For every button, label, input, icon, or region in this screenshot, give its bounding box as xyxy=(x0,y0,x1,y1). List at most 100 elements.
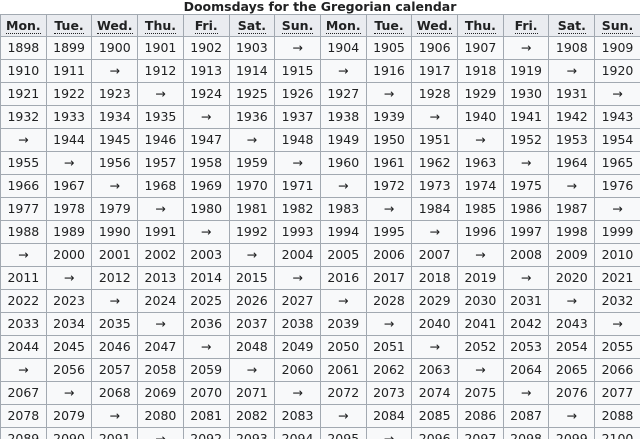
table-cell: → xyxy=(502,266,550,290)
table-cell: 1977 xyxy=(0,197,47,221)
table-cell: 1935 xyxy=(137,105,184,129)
table-cell: 2066 xyxy=(594,358,640,382)
table-cell: 1985 xyxy=(457,197,504,221)
table-cell: 1907 xyxy=(457,36,504,60)
table-cell: 2004 xyxy=(274,243,321,267)
table-cell: 2023 xyxy=(45,289,93,313)
column-header-label: Sun. xyxy=(601,18,634,34)
table-cell: 2027 xyxy=(274,289,321,313)
table-cell: 2048 xyxy=(228,335,276,359)
table-cell: → xyxy=(274,266,321,290)
table-cell: 1952 xyxy=(502,128,550,152)
table-row: → 1944 1945 1946 1947 → 1948 1949 1950 1951 → 1952 1… xyxy=(0,128,640,152)
column-header: Tue. xyxy=(45,14,93,37)
table-cell: 2049 xyxy=(274,335,321,359)
table-cell: 2038 xyxy=(274,312,321,336)
table-cell: 2047 xyxy=(137,335,184,359)
table-cell: 2033 xyxy=(0,312,47,336)
table-row: 1932 1933 1934 1935 → 1936 1937 1938 1939 → 1940 19… xyxy=(0,105,640,129)
table-cell: 1949 xyxy=(319,128,367,152)
table-cell: 2018 xyxy=(411,266,459,290)
column-header: Sat. xyxy=(548,14,596,37)
table-row: → 2000 2001 2002 2003 → 2004 2005 2006 2007 → 2008 2… xyxy=(0,243,640,267)
table-cell: 1994 xyxy=(319,220,367,244)
table-cell: 1905 xyxy=(365,36,413,60)
table-cell: 2028 xyxy=(365,289,413,313)
table-cell: → xyxy=(411,335,459,359)
table-cell: → xyxy=(228,128,276,152)
table-row: 1921 1922 1923 → 1924 1925 1926 1927 → 1928 1929 19… xyxy=(0,82,640,106)
table-cell: 1980 xyxy=(182,197,230,221)
table-cell: 2045 xyxy=(45,335,93,359)
table-cell: 1902 xyxy=(182,36,230,60)
table-cell: 2037 xyxy=(228,312,276,336)
table-cell: 1970 xyxy=(228,174,276,198)
table-cell: 2042 xyxy=(502,312,550,336)
table-cell: 2062 xyxy=(365,358,413,382)
table-cell: → xyxy=(137,197,184,221)
table-cell: 2065 xyxy=(548,358,596,382)
table-cell: 2026 xyxy=(228,289,276,313)
table-cell: 2059 xyxy=(182,358,230,382)
table-cell: 1929 xyxy=(457,82,504,106)
table-cell: 1899 xyxy=(45,36,93,60)
table-cell: 2095 xyxy=(319,427,367,439)
table-cell: → xyxy=(91,289,139,313)
table-cell: → xyxy=(182,220,230,244)
table-cell: 1969 xyxy=(182,174,230,198)
table-cell: → xyxy=(411,220,459,244)
table-row: 2044 2045 2046 2047 → 2048 2049 2050 2051 → 2052 20… xyxy=(0,335,640,359)
table-cell: 2072 xyxy=(319,381,367,405)
table-cell: 1991 xyxy=(137,220,184,244)
table-cell: 2002 xyxy=(137,243,184,267)
table-cell: 2079 xyxy=(45,404,93,428)
table-cell: → xyxy=(548,59,596,83)
table-cell: → xyxy=(137,427,184,439)
table-cell: 2090 xyxy=(45,427,93,439)
table-cell: 2019 xyxy=(457,266,504,290)
table-cell: 1908 xyxy=(548,36,596,60)
table-cell: → xyxy=(91,59,139,83)
table-cell: 2064 xyxy=(502,358,550,382)
table-cell: 2093 xyxy=(228,427,276,439)
table-cell: 1971 xyxy=(274,174,321,198)
table-cell: → xyxy=(319,174,367,198)
table-cell: 2016 xyxy=(319,266,367,290)
table-cell: 2097 xyxy=(457,427,504,439)
table-row: 2067 → 2068 2069 2070 2071 → 2072 2073 2074 2075 → 2… xyxy=(0,381,640,405)
table-cell: 1959 xyxy=(228,151,276,175)
table-cell: 2006 xyxy=(365,243,413,267)
table-cell: 1928 xyxy=(411,82,459,106)
table-cell: 1995 xyxy=(365,220,413,244)
table-cell: 1958 xyxy=(182,151,230,175)
table-cell: 1986 xyxy=(502,197,550,221)
table-caption: Doomsdays for the Gregorian calendar xyxy=(183,0,457,14)
table-cell: 1961 xyxy=(365,151,413,175)
table-cell: 2082 xyxy=(228,404,276,428)
table-cell: 2073 xyxy=(365,381,413,405)
table-cell: 2071 xyxy=(228,381,276,405)
table-cell: 1957 xyxy=(137,151,184,175)
table-cell: 2034 xyxy=(45,312,93,336)
table-cell: 1996 xyxy=(457,220,504,244)
column-header-label: Wed. xyxy=(96,18,133,34)
table-cell: 1916 xyxy=(365,59,413,83)
table-cell: 1938 xyxy=(319,105,367,129)
table-cell: 1919 xyxy=(502,59,550,83)
table-cell: → xyxy=(182,105,230,129)
table-cell: 1931 xyxy=(548,82,596,106)
table-cell: 2036 xyxy=(182,312,230,336)
table-cell: 2039 xyxy=(319,312,367,336)
table-cell: 1898 xyxy=(0,36,47,60)
table-cell: 1947 xyxy=(182,128,230,152)
table-cell: 2100 xyxy=(594,427,640,439)
table-cell: 1909 xyxy=(594,36,640,60)
table-cell: → xyxy=(548,404,596,428)
column-header: Wed. xyxy=(411,14,459,37)
table-cell: → xyxy=(228,243,276,267)
table-cell: 2031 xyxy=(502,289,550,313)
table-cell: 1913 xyxy=(182,59,230,83)
column-header: Mon. xyxy=(0,14,47,37)
header-row: Mon. Tue. Wed. Thu. Fri. Sat. Sun. Mon. … xyxy=(0,14,640,37)
